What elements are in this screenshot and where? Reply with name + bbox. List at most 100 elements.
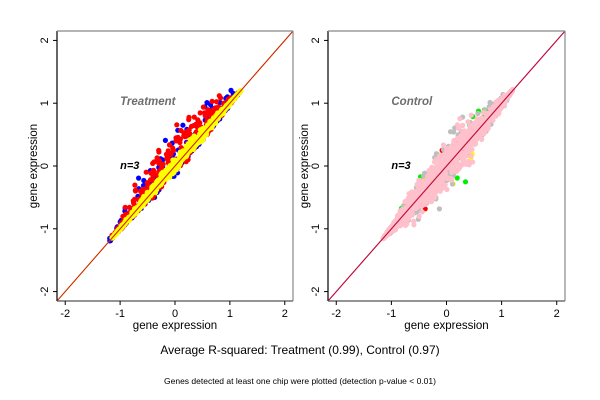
data-point xyxy=(404,221,410,227)
y-tick-label: -2 xyxy=(39,287,51,297)
y-tick-label: -1 xyxy=(310,224,322,234)
data-point xyxy=(164,155,170,162)
identity-line xyxy=(57,31,293,301)
data-point xyxy=(444,186,450,193)
data-point xyxy=(169,164,175,170)
data-point xyxy=(169,170,175,177)
y-tick-label: 1 xyxy=(39,100,51,106)
data-point xyxy=(457,116,463,122)
x-tick-label: 1 xyxy=(499,308,505,320)
data-point xyxy=(462,179,469,185)
data-point xyxy=(209,98,215,104)
data-point xyxy=(197,110,203,116)
data-point xyxy=(403,215,409,221)
data-point xyxy=(441,159,447,165)
data-point xyxy=(495,111,501,117)
data-point xyxy=(197,120,203,126)
data-point xyxy=(405,206,411,212)
data-point xyxy=(416,213,422,219)
data-point xyxy=(139,203,145,209)
x-tick-label: 2 xyxy=(282,308,288,320)
data-point xyxy=(185,128,191,134)
data-point xyxy=(205,107,211,113)
x-tick-label: -1 xyxy=(386,308,396,320)
sample-count-label: n=3 xyxy=(120,160,139,172)
data-point xyxy=(200,104,206,110)
data-point xyxy=(420,181,427,187)
data-point xyxy=(402,198,408,205)
data-point xyxy=(132,187,138,193)
y-tick-label: 1 xyxy=(310,100,322,106)
data-point xyxy=(177,139,183,146)
data-point xyxy=(120,221,126,228)
data-point xyxy=(469,146,475,152)
data-point xyxy=(186,114,192,120)
data-point xyxy=(122,204,128,210)
data-point xyxy=(204,100,210,106)
data-point xyxy=(476,133,482,139)
data-point xyxy=(451,129,457,135)
data-point xyxy=(144,191,150,197)
data-point xyxy=(487,99,493,106)
data-point xyxy=(184,133,190,139)
plot-area xyxy=(328,31,565,301)
data-point xyxy=(166,142,173,148)
data-point xyxy=(431,159,438,165)
data-point xyxy=(202,113,208,119)
data-point xyxy=(171,147,177,153)
data-point xyxy=(475,110,481,117)
y-axis-label: gene expression xyxy=(28,124,40,208)
data-point xyxy=(494,100,500,106)
data-point xyxy=(217,95,224,101)
data-point xyxy=(465,119,471,125)
data-point xyxy=(163,167,169,173)
data-point xyxy=(416,188,422,194)
sample-count-label: n=3 xyxy=(391,160,410,172)
data-point xyxy=(209,108,215,115)
data-point xyxy=(178,158,184,164)
data-point xyxy=(136,175,142,181)
data-point xyxy=(154,155,160,161)
data-point xyxy=(440,142,446,148)
data-point xyxy=(436,206,442,212)
data-point xyxy=(454,175,460,181)
y-tick-label: -1 xyxy=(39,224,51,234)
data-point xyxy=(442,182,448,188)
data-point xyxy=(150,167,157,173)
data-point xyxy=(205,123,211,129)
data-point xyxy=(162,137,168,143)
data-point xyxy=(449,181,455,187)
x-tick-label: 2 xyxy=(554,308,560,320)
x-tick-label: 0 xyxy=(172,308,178,320)
data-point xyxy=(468,153,474,159)
data-point xyxy=(132,182,138,188)
treatment-panel: n=3 -2 -1 0 1 2 -2 -1 0 1 2 gene expression gene exp… xyxy=(28,30,294,332)
data-point xyxy=(484,110,490,116)
x-tick-label: -2 xyxy=(60,308,70,320)
data-point xyxy=(451,139,457,145)
data-point xyxy=(444,151,450,157)
data-point xyxy=(460,122,466,128)
data-point xyxy=(452,162,458,168)
data-point xyxy=(163,151,169,157)
x-axis-label: gene expression xyxy=(133,320,217,332)
identity-line xyxy=(328,31,565,301)
data-point xyxy=(434,163,440,169)
data-point xyxy=(172,157,178,163)
data-point xyxy=(160,161,166,167)
r-squared-caption: Average R-squared: Treatment (0.99), Con… xyxy=(160,343,440,357)
panel-title: Treatment xyxy=(120,96,177,108)
data-point xyxy=(428,173,434,179)
data-point xyxy=(132,196,138,202)
data-point xyxy=(482,129,488,135)
control-panel: n=3 -2 -1 0 1 2 -2 -1 0 1 2 gene expression gene exp… xyxy=(299,30,566,332)
panel-title: Control xyxy=(391,96,433,108)
data-point xyxy=(176,164,182,170)
data-point xyxy=(151,159,157,165)
data-point xyxy=(454,135,461,141)
x-tick-label: -2 xyxy=(331,308,341,320)
data-point xyxy=(149,184,155,190)
data-point xyxy=(432,172,438,178)
data-point xyxy=(156,149,162,155)
